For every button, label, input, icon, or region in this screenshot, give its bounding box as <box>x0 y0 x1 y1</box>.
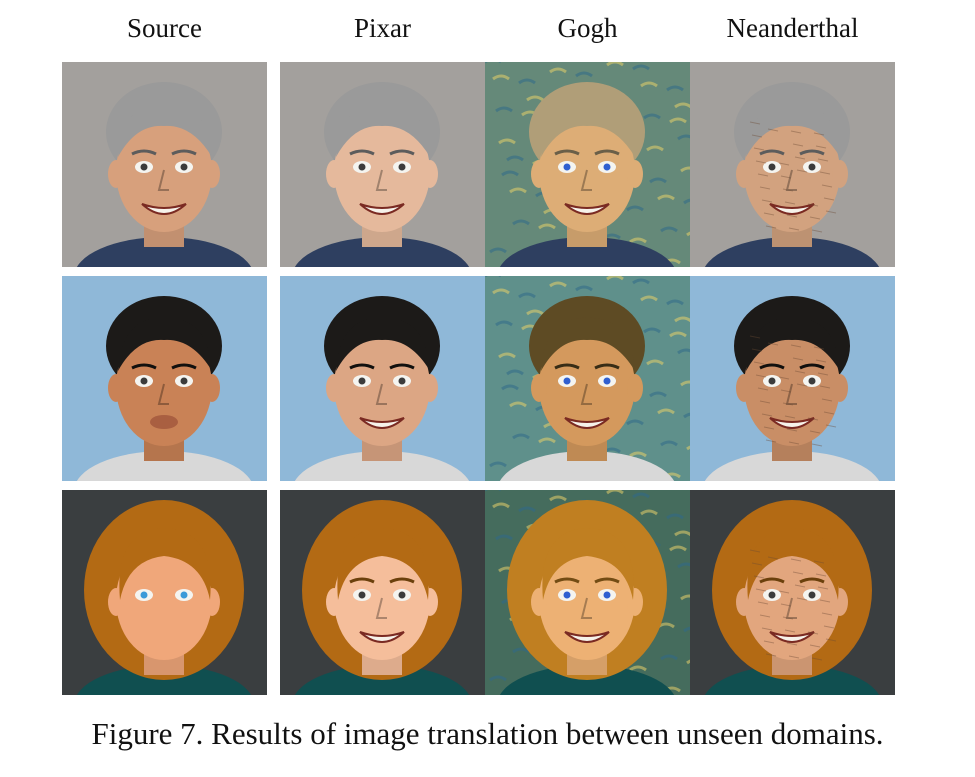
portrait-pixar-row-1 <box>280 62 485 267</box>
figure-caption: Figure 7. Results of image translation b… <box>91 716 884 751</box>
column-header-gogh: Gogh <box>557 13 618 43</box>
portrait-neanderthal-row-1 <box>690 62 895 267</box>
column-header-pixar: Pixar <box>354 13 411 43</box>
portrait-gogh-row-3 <box>485 490 690 695</box>
column-header-neanderthal: Neanderthal <box>726 13 859 43</box>
portrait-source-row-2 <box>62 276 267 481</box>
portrait-source-row-1 <box>62 62 267 267</box>
column-header-source: Source <box>127 13 202 43</box>
portrait-pixar-row-3 <box>280 490 485 695</box>
portrait-pixar-row-2 <box>280 276 485 481</box>
portrait-neanderthal-row-2 <box>690 276 895 481</box>
portrait-gogh-row-2 <box>485 276 690 481</box>
portrait-gogh-row-1 <box>485 62 690 267</box>
portrait-neanderthal-row-3 <box>690 490 895 695</box>
portrait-source-row-3 <box>62 490 267 695</box>
